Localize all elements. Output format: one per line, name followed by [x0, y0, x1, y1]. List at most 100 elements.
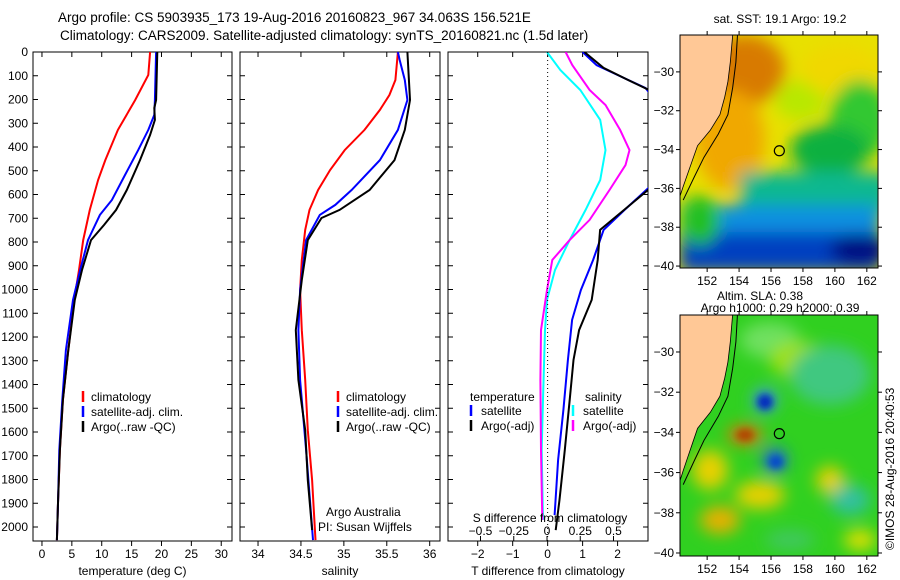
- lon-tick-label: 152: [697, 274, 717, 288]
- legend-label: satellite: [583, 404, 624, 418]
- y-tick-label: 1100: [2, 306, 28, 320]
- x-tick-label: 35.5: [375, 547, 399, 561]
- series-line-argo-raw-qc-: [294, 52, 412, 531]
- figure-title-line2: Climatology: CARS2009. Satellite-adjuste…: [60, 28, 588, 43]
- lon-tick-label: 154: [729, 562, 749, 576]
- y-tick-label: 200: [8, 93, 28, 107]
- legend-label: climatology: [346, 390, 406, 404]
- sst-map: 152 154 156 158 160 162 −30 −32 −34 −36 −38 −40 sat.…: [654, 12, 882, 288]
- lat-tick-label: −34: [654, 143, 675, 157]
- plot-frame: [32, 51, 233, 542]
- x-tick-label: 34: [251, 547, 265, 561]
- sla-map-title: Altim. SLA: 0.38: [717, 289, 803, 303]
- map-overlay: [680, 35, 785, 201]
- pi-label: PI: Susan Wijffels: [318, 520, 412, 534]
- y-tick-label: 1300: [1, 354, 28, 368]
- y-tick-label: 500: [8, 164, 28, 178]
- lon-tick-label: 162: [857, 274, 877, 288]
- lon-tick-label: 156: [761, 274, 781, 288]
- profile-panel-1: 0100200300400500600700800900100011001200…: [1, 45, 233, 578]
- x-tick-label: 20: [155, 547, 169, 561]
- argo-float-marker: [773, 145, 785, 157]
- series-line-salinity-satellite: [540, 52, 607, 520]
- lon-tick-label: 154: [729, 274, 749, 288]
- legend-label: satellite-adj. clim.: [346, 405, 438, 419]
- s-tick-label: 0.25: [569, 524, 593, 538]
- x-axis-label: salinity: [322, 564, 359, 578]
- lat-tick-label: −40: [654, 259, 675, 273]
- x-tick-label: 5: [69, 547, 76, 561]
- y-tick-label: 1400: [1, 378, 28, 392]
- y-tick-label: 600: [8, 188, 28, 202]
- lon-tick-label: 158: [793, 562, 813, 576]
- legend-label: Argo(..raw -QC): [346, 420, 431, 434]
- series-line-salinity-argo-adj-: [539, 52, 631, 520]
- y-tick-label: 1500: [1, 401, 28, 415]
- argo-float-marker: [773, 428, 785, 440]
- legend-label: climatology: [91, 390, 151, 404]
- map-frame: [679, 314, 879, 557]
- y-tick-label: 1900: [1, 496, 28, 510]
- y-tick-label: 1800: [1, 473, 28, 487]
- y-tick-label: 1600: [1, 425, 28, 439]
- land-mass: [680, 315, 733, 481]
- bathymetry-contour: [682, 315, 738, 485]
- legend-label: Argo(..raw -QC): [91, 420, 176, 434]
- map-overlay: [680, 315, 785, 485]
- legend-label: Argo(-adj): [583, 419, 636, 433]
- s-tick-label: 0: [544, 524, 551, 538]
- x-tick-label: −2: [471, 547, 485, 561]
- lon-tick-label: 156: [761, 562, 781, 576]
- y-tick-label: 2000: [1, 520, 28, 534]
- legend-title-temperature: temperature: [470, 390, 535, 404]
- x-axis-label: T difference from climatology: [471, 564, 625, 578]
- sla-map-subtitle: Argo h1000: 0.29 h2000: 0.39: [701, 301, 860, 315]
- profile-panel-2: 34 34.5 35 35.5 36 salinity climatologysatelli…: [239, 51, 441, 578]
- legend-label: Argo(-adj): [481, 419, 534, 433]
- series-group: [294, 52, 412, 541]
- lon-tick-label: 160: [825, 274, 845, 288]
- sst-map-title: sat. SST: 19.1 Argo: 19.2: [714, 12, 847, 26]
- bathymetry-contour: [682, 35, 738, 201]
- x-tick-label: 25: [185, 547, 199, 561]
- series-line-satellite-adj-clim-: [297, 52, 409, 541]
- s-tick-label: −0.5: [469, 524, 493, 538]
- legend-title-salinity: salinity: [585, 390, 622, 404]
- land-mass: [680, 35, 734, 197]
- x-axis-label: temperature (deg C): [78, 564, 186, 578]
- series-group: [55, 52, 159, 541]
- lat-tick-label: −30: [654, 65, 675, 79]
- legend-label: satellite: [481, 404, 522, 418]
- figure-title-line1: Argo profile: CS 5903935_173 19-Aug-2016…: [58, 10, 531, 25]
- series-group: [539, 52, 648, 531]
- y-tick-label: 400: [8, 140, 28, 154]
- lon-tick-label: 162: [857, 562, 877, 576]
- y-tick-label: 1000: [1, 283, 28, 297]
- series-line-argo-raw-qc-: [55, 52, 159, 541]
- x-tick-label: 2: [614, 547, 621, 561]
- s-tick-label: −0.25: [499, 524, 530, 538]
- y-tick-label: 1700: [1, 449, 28, 463]
- map-frame: [679, 34, 879, 269]
- x-tick-label: 1: [579, 547, 586, 561]
- lat-tick-label: −38: [654, 506, 675, 520]
- legend-label: satellite-adj. clim.: [91, 405, 183, 419]
- y-tick-label: 0: [21, 45, 28, 59]
- x-tick-label: 35: [337, 547, 351, 561]
- y-tick-label: 1200: [1, 330, 28, 344]
- sla-map: 152 154 156 158 160 162 −30 −32 −34 −36 −38 −40 Alti…: [654, 289, 882, 576]
- y-tick-label: 300: [8, 116, 28, 130]
- y-tick-label: 900: [8, 259, 28, 273]
- lon-tick-label: 152: [697, 562, 717, 576]
- y-tick-label: 800: [8, 235, 28, 249]
- x-tick-label: 34.5: [289, 547, 313, 561]
- lat-tick-label: −30: [654, 345, 675, 359]
- lon-tick-label: 160: [825, 562, 845, 576]
- lat-tick-label: −32: [654, 104, 675, 118]
- lat-tick-label: −38: [654, 220, 675, 234]
- x-tick-label: 30: [215, 547, 229, 561]
- lat-tick-label: −32: [654, 385, 675, 399]
- s-tick-label: 0.5: [605, 524, 622, 538]
- x-tick-label: −1: [506, 547, 520, 561]
